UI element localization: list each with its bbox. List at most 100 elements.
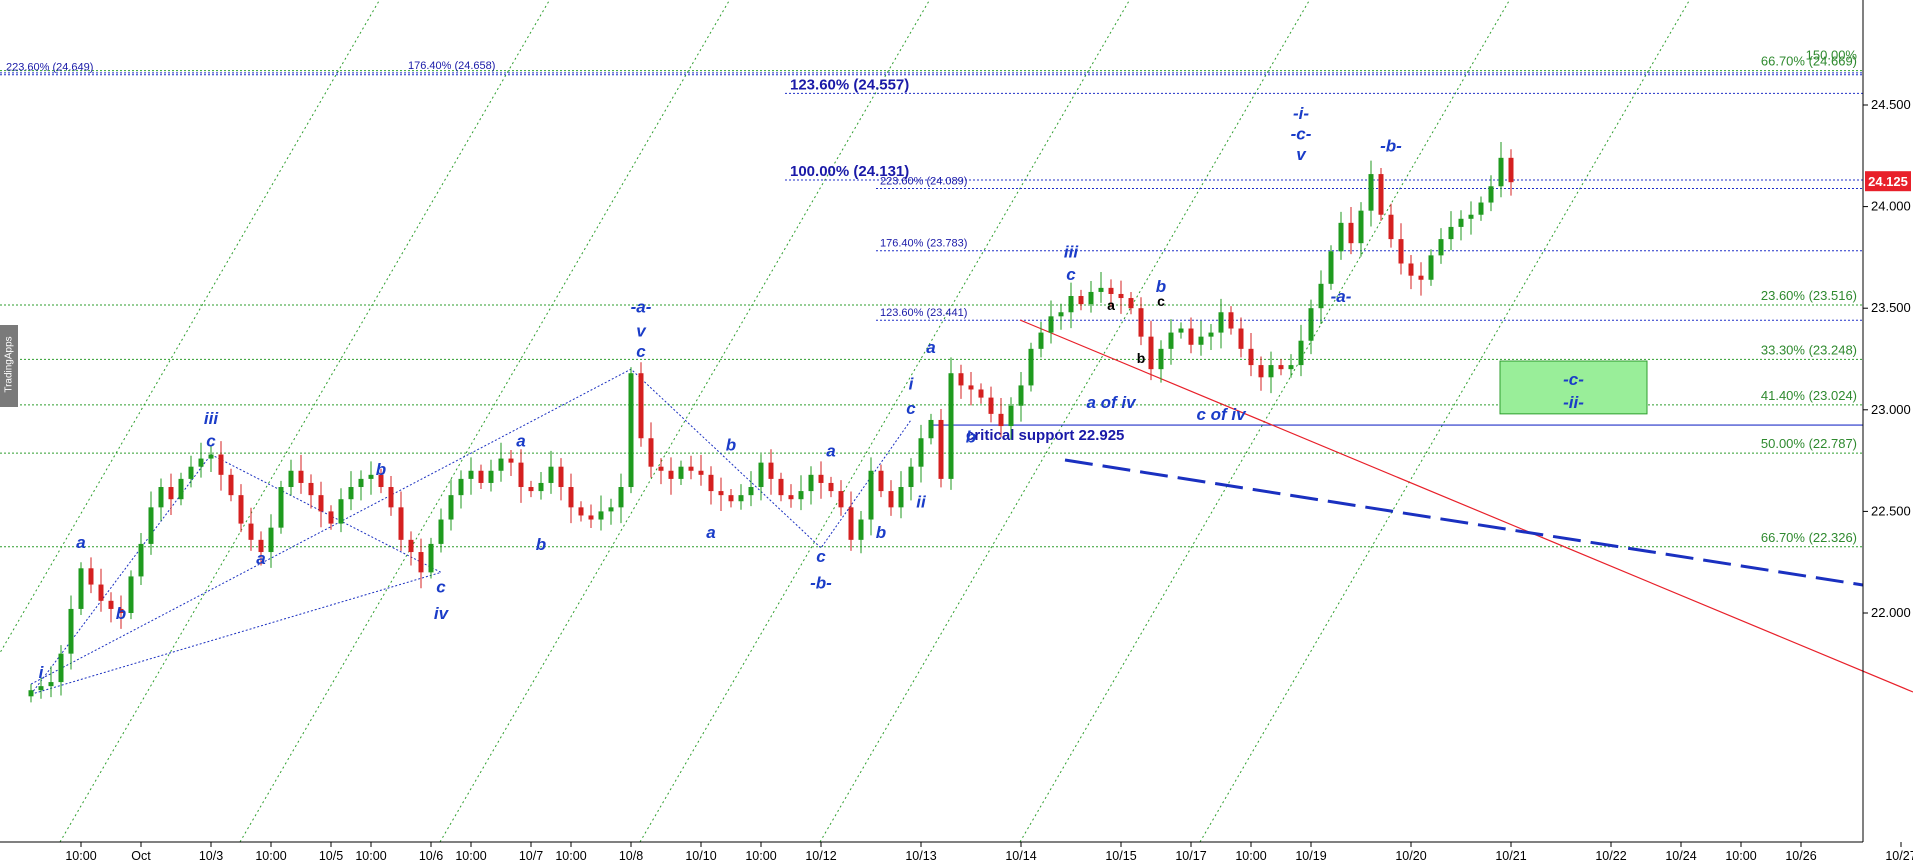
wave-label: -c- bbox=[1291, 125, 1312, 144]
y-tick-label: 22.500 bbox=[1871, 503, 1911, 518]
last-price-label: 24.125 bbox=[1868, 174, 1908, 189]
candle-body bbox=[1048, 316, 1054, 333]
candle-body bbox=[148, 507, 154, 544]
candle-body bbox=[248, 523, 254, 540]
candle-body bbox=[98, 584, 104, 601]
wave-label: -b- bbox=[810, 574, 832, 593]
fib-blue-label: 176.40% (24.658) bbox=[408, 60, 495, 72]
x-tick-label: 10:00 bbox=[455, 849, 486, 863]
candle-body bbox=[1268, 365, 1274, 378]
candle-body bbox=[518, 462, 524, 488]
wave-label: b bbox=[536, 535, 546, 554]
wave-label: -a- bbox=[1331, 287, 1352, 306]
candle-body bbox=[738, 495, 744, 502]
x-tick-label: 10/17 bbox=[1175, 849, 1206, 863]
candle-body bbox=[338, 499, 344, 524]
candle-body bbox=[1258, 365, 1264, 378]
candle-body bbox=[218, 454, 224, 475]
candle-body bbox=[1428, 255, 1434, 280]
candle-body bbox=[898, 487, 904, 508]
candle-body bbox=[778, 478, 784, 496]
candle-body bbox=[78, 568, 84, 609]
candle-body bbox=[448, 495, 454, 520]
channel-line bbox=[639, 0, 1130, 843]
x-tick-label: 10/3 bbox=[199, 849, 223, 863]
x-tick-label: 10/8 bbox=[619, 849, 643, 863]
wave-outline bbox=[30, 368, 912, 685]
x-tick-label: 10/10 bbox=[685, 849, 716, 863]
candle-body bbox=[298, 470, 304, 483]
x-tick-label: 10/27 bbox=[1885, 849, 1913, 863]
x-tick-label: 10:00 bbox=[555, 849, 586, 863]
candle-body bbox=[278, 487, 284, 528]
candle-body bbox=[528, 487, 534, 492]
wave-label: -a- bbox=[631, 297, 652, 316]
fib-blue-label: 100.00% (24.131) bbox=[790, 163, 909, 180]
target-box-label: -ii- bbox=[1563, 393, 1584, 412]
candle-body bbox=[1478, 202, 1484, 215]
candle-body bbox=[1058, 312, 1064, 317]
candle-body bbox=[58, 653, 64, 683]
candle-body bbox=[268, 527, 274, 553]
fib-blue-label: 223.60% (24.649) bbox=[6, 62, 93, 74]
fib-blue-label: 123.60% (24.557) bbox=[790, 76, 909, 93]
wave-label: b bbox=[726, 435, 736, 454]
candle-body bbox=[1408, 263, 1414, 276]
fib-green-label: 50.00% (22.787) bbox=[1761, 436, 1857, 451]
candle-body bbox=[318, 495, 324, 512]
wave-label: b bbox=[1156, 277, 1166, 296]
wave-label: i bbox=[39, 663, 45, 682]
candle-body bbox=[1278, 365, 1284, 370]
candle-body bbox=[758, 462, 764, 488]
candle-body bbox=[188, 466, 194, 479]
candle-body bbox=[1088, 291, 1094, 305]
x-tick-label: 10/14 bbox=[1005, 849, 1036, 863]
red-trendline bbox=[1019, 319, 1913, 693]
candle-body bbox=[1158, 348, 1164, 370]
candle-body bbox=[1238, 328, 1244, 349]
candle-body bbox=[308, 482, 314, 496]
candle-body bbox=[1028, 348, 1034, 386]
candle-body bbox=[1148, 336, 1154, 370]
candle-body bbox=[468, 470, 474, 479]
candle-body bbox=[1038, 332, 1044, 349]
candle-body bbox=[388, 487, 394, 508]
wave-label: c bbox=[906, 399, 916, 418]
candle-body bbox=[498, 458, 504, 471]
candle-body bbox=[928, 419, 934, 439]
candle-body bbox=[1128, 298, 1134, 309]
candle-body bbox=[588, 515, 594, 520]
x-tick-label: 10/20 bbox=[1395, 849, 1426, 863]
candle-body bbox=[1298, 340, 1304, 366]
candle-body bbox=[358, 478, 364, 488]
fib-blue-label: 123.60% (23.441) bbox=[880, 307, 967, 319]
x-tick-label: 10/7 bbox=[519, 849, 543, 863]
candle-body bbox=[328, 511, 334, 524]
channel-line bbox=[1019, 0, 1510, 843]
y-tick-label: 22.000 bbox=[1871, 605, 1911, 620]
wave-label: iv bbox=[434, 604, 450, 623]
candle-body bbox=[1168, 332, 1174, 349]
x-tick-label: 10/24 bbox=[1665, 849, 1696, 863]
candle-body bbox=[718, 491, 724, 496]
candle-body bbox=[208, 454, 214, 459]
wave-label: c bbox=[636, 342, 646, 361]
candle-body bbox=[598, 511, 604, 520]
x-tick-label: 10/26 bbox=[1785, 849, 1816, 863]
wave-label: a bbox=[826, 442, 835, 461]
candle-body bbox=[808, 474, 814, 492]
candle-body bbox=[838, 491, 844, 508]
wave-label: c bbox=[1066, 265, 1076, 284]
wave-label: v bbox=[1296, 145, 1307, 164]
candle-body bbox=[988, 397, 994, 414]
candle-body bbox=[1248, 348, 1254, 366]
wave-label-small: b bbox=[1137, 350, 1146, 366]
candle-body bbox=[428, 543, 434, 573]
fib-green-label: 66.70% (22.326) bbox=[1761, 530, 1857, 545]
candle-body bbox=[1498, 157, 1504, 187]
target-box-label: -c- bbox=[1563, 370, 1584, 389]
channel-line bbox=[59, 0, 550, 843]
fib-green-label: 66.70% (24.669) bbox=[1761, 54, 1857, 69]
candle-body bbox=[648, 438, 654, 467]
